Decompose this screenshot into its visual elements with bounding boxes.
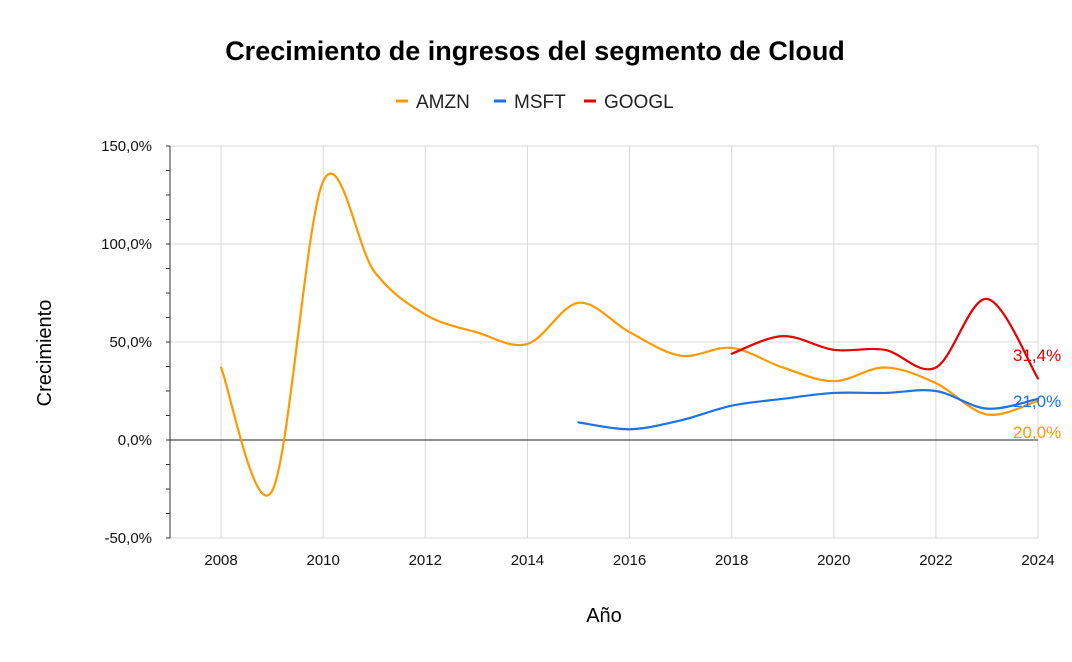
x-tick-label: 2014 [511,552,544,569]
legend-label-googl: GOOGL [604,92,674,113]
y-tick-label: -50,0% [104,530,152,547]
end-labels: 20,0% 21,0% 31,4% [1013,346,1061,442]
tick-labels: 2008 2010 2012 2014 2016 2018 2020 2022 2024 -50,… [101,138,1055,569]
end-label-googl: 31,4% [1013,346,1061,365]
legend: AMZN MSFT GOOGL [396,92,674,113]
end-label-amzn: 20,0% [1013,423,1061,442]
legend-label-msft: MSFT [514,92,566,113]
y-axis-label: Crecimiento [34,300,56,407]
y-tick-label: 100,0% [101,236,152,253]
x-tick-label: 2012 [409,552,442,569]
end-label-msft: 21,0% [1013,392,1061,411]
x-tick-label: 2010 [306,552,339,569]
y-tick-label: 0,0% [118,432,152,449]
x-tick-label: 2008 [204,552,237,569]
x-tick-label: 2020 [817,552,850,569]
x-tick-label: 2022 [919,552,952,569]
legend-label-amzn: AMZN [416,92,470,113]
series-line-googl [730,297,1040,380]
x-tick-label: 2018 [715,552,748,569]
y-tick-label: 150,0% [101,138,152,155]
axes [166,145,1038,539]
x-tick-label: 2016 [613,552,646,569]
x-axis-label: Año [586,605,622,627]
x-tick-label: 2024 [1021,552,1054,569]
series-line-amzn [219,172,1040,497]
grid [170,145,1039,539]
chart-title: Crecimiento de ingresos del segmento de … [225,36,845,66]
series-line-msft [577,389,1040,431]
y-tick-label: 50,0% [109,334,152,351]
series-lines [219,172,1040,497]
